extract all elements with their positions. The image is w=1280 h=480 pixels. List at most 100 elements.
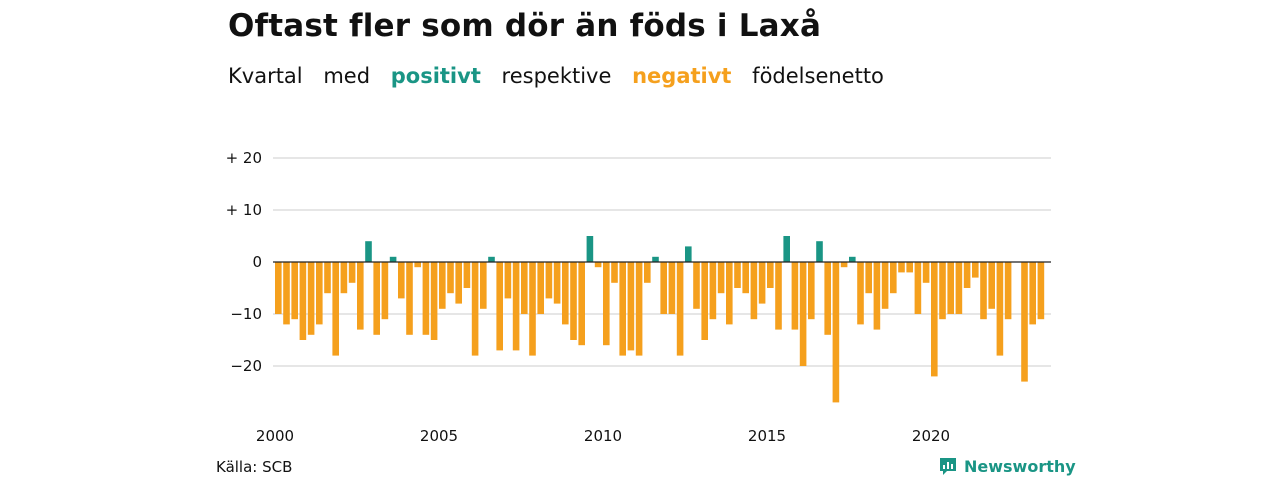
bar	[430, 262, 438, 340]
bar	[1037, 262, 1045, 320]
subtitle-text-fodelsenetto: födelsenetto	[752, 64, 884, 88]
bar	[726, 262, 733, 325]
bar	[857, 262, 864, 325]
bar	[914, 262, 922, 314]
bar	[480, 262, 487, 309]
bar	[676, 262, 684, 356]
bar	[1029, 262, 1036, 325]
bar	[381, 262, 389, 320]
bar	[881, 262, 889, 309]
y-tick-label: −20	[230, 357, 262, 375]
bar	[332, 262, 339, 356]
bar	[594, 262, 602, 268]
bar	[307, 262, 315, 335]
bar	[340, 262, 348, 294]
bar	[1004, 262, 1012, 320]
y-tick-label: −10	[230, 305, 262, 323]
bar	[717, 262, 725, 294]
bar	[422, 262, 430, 335]
bar	[521, 262, 528, 314]
bar	[685, 246, 692, 262]
x-tick-label: 2010	[584, 427, 622, 445]
bar	[644, 262, 651, 283]
subtitle-text-respektive: respektive	[501, 64, 612, 88]
bar	[398, 262, 405, 299]
bar	[553, 262, 561, 304]
bar	[873, 262, 881, 330]
chart-subtitle: Kvartal med positivt respektive negativt…	[228, 64, 898, 88]
bar	[627, 262, 635, 351]
bar	[504, 262, 512, 299]
bar	[750, 262, 758, 320]
bar	[611, 262, 618, 283]
bar	[972, 262, 979, 278]
bar	[775, 262, 782, 330]
bar	[373, 262, 380, 335]
bar	[791, 262, 799, 330]
bar	[734, 262, 741, 288]
y-axis-ticks: + 20 + 10 0 −10 −20	[226, 149, 262, 375]
bar	[808, 262, 815, 320]
bar	[758, 262, 766, 304]
bar	[980, 262, 987, 320]
bar	[275, 262, 282, 314]
bar	[898, 262, 905, 273]
legend-negative: negativt	[632, 64, 732, 88]
bar	[668, 262, 676, 314]
bar	[955, 262, 963, 314]
y-tick-label: 0	[252, 253, 262, 271]
y-tick-label: + 10	[226, 201, 262, 219]
bar	[414, 262, 421, 268]
bar	[865, 262, 872, 294]
subtitle-text-med: med	[323, 64, 371, 88]
bar	[849, 256, 856, 262]
bar	[701, 262, 708, 340]
newsworthy-logo-icon	[940, 458, 956, 475]
bar	[988, 262, 995, 309]
bar	[619, 262, 626, 356]
bar	[742, 262, 749, 294]
bar	[922, 262, 930, 283]
bar	[939, 262, 946, 320]
x-tick-label: 2005	[420, 427, 458, 445]
bar	[652, 256, 659, 262]
subtitle-text-kvartal: Kvartal	[228, 64, 303, 88]
bar	[693, 262, 700, 309]
y-tick-label: + 20	[226, 149, 262, 167]
bar	[512, 262, 520, 351]
bar	[463, 262, 471, 288]
bar	[1021, 262, 1028, 382]
bar	[767, 262, 774, 288]
bar	[357, 262, 364, 330]
bar	[890, 262, 897, 294]
bar	[832, 262, 840, 403]
bar	[570, 262, 577, 340]
bar	[283, 262, 290, 325]
bar	[660, 262, 667, 314]
x-tick-label: 2020	[912, 427, 950, 445]
x-tick-label: 2015	[748, 427, 786, 445]
bar	[291, 262, 298, 320]
bar	[529, 262, 536, 356]
bar	[947, 262, 954, 314]
bar	[931, 262, 938, 377]
bar	[316, 262, 323, 325]
bar	[578, 262, 585, 346]
x-axis-ticks: 2000 2005 2010 2015 2020	[256, 427, 950, 445]
brand-name: Newsworthy	[964, 456, 1076, 476]
bar	[365, 241, 372, 262]
bar	[471, 262, 479, 356]
chart-title: Oftast fler som dör än föds i Laxå	[228, 8, 822, 44]
bar	[963, 262, 971, 288]
bar	[488, 256, 495, 262]
x-tick-label: 2000	[256, 427, 294, 445]
bar	[906, 262, 913, 273]
bar	[455, 262, 462, 304]
brand: Newsworthy	[938, 456, 1076, 476]
bar	[299, 262, 307, 340]
bar	[635, 262, 643, 356]
bar	[783, 236, 790, 262]
bar	[389, 256, 397, 262]
bar	[447, 262, 454, 294]
